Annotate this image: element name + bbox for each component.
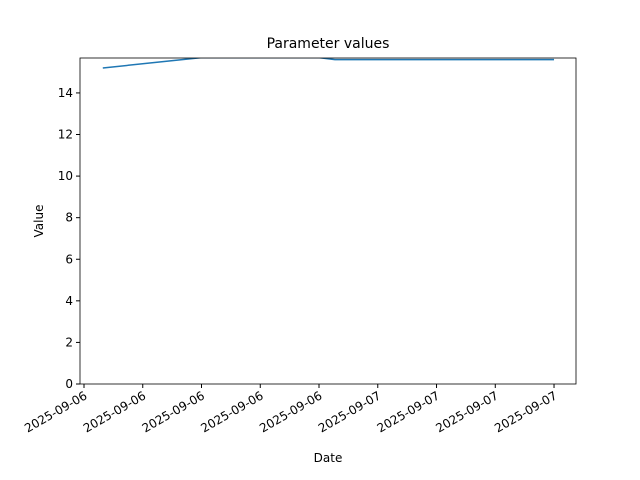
y-tick-label: 6 [65, 252, 73, 266]
x-tick-label: 2025-09-06 [257, 388, 324, 435]
x-axis-label: Date [314, 451, 343, 465]
y-axis-label: Value [32, 205, 46, 238]
y-tick-label: 14 [58, 86, 73, 100]
y-tick-label: 0 [65, 377, 73, 391]
line [102, 58, 555, 69]
x-tick-label: 2025-09-06 [22, 388, 89, 435]
y-tick-label: 12 [58, 128, 73, 142]
x-tick-label: 2025-09-06 [140, 388, 207, 435]
y-tick-label: 4 [65, 294, 73, 308]
x-tick-label: 2025-09-06 [198, 388, 265, 435]
y-tick-label: 2 [65, 335, 73, 349]
x-tick-label: 2025-09-07 [492, 388, 559, 435]
x-tick-label: 2025-09-07 [375, 388, 442, 435]
x-tick-label: 2025-09-07 [433, 388, 500, 435]
x-tick-label: 2025-09-07 [316, 388, 383, 435]
plot-frame [79, 57, 577, 385]
chart-title: Parameter values [267, 36, 390, 52]
y-tick-label: 10 [58, 169, 73, 183]
y-tick-label: 8 [65, 211, 73, 225]
x-tick-label: 2025-09-06 [81, 388, 148, 435]
